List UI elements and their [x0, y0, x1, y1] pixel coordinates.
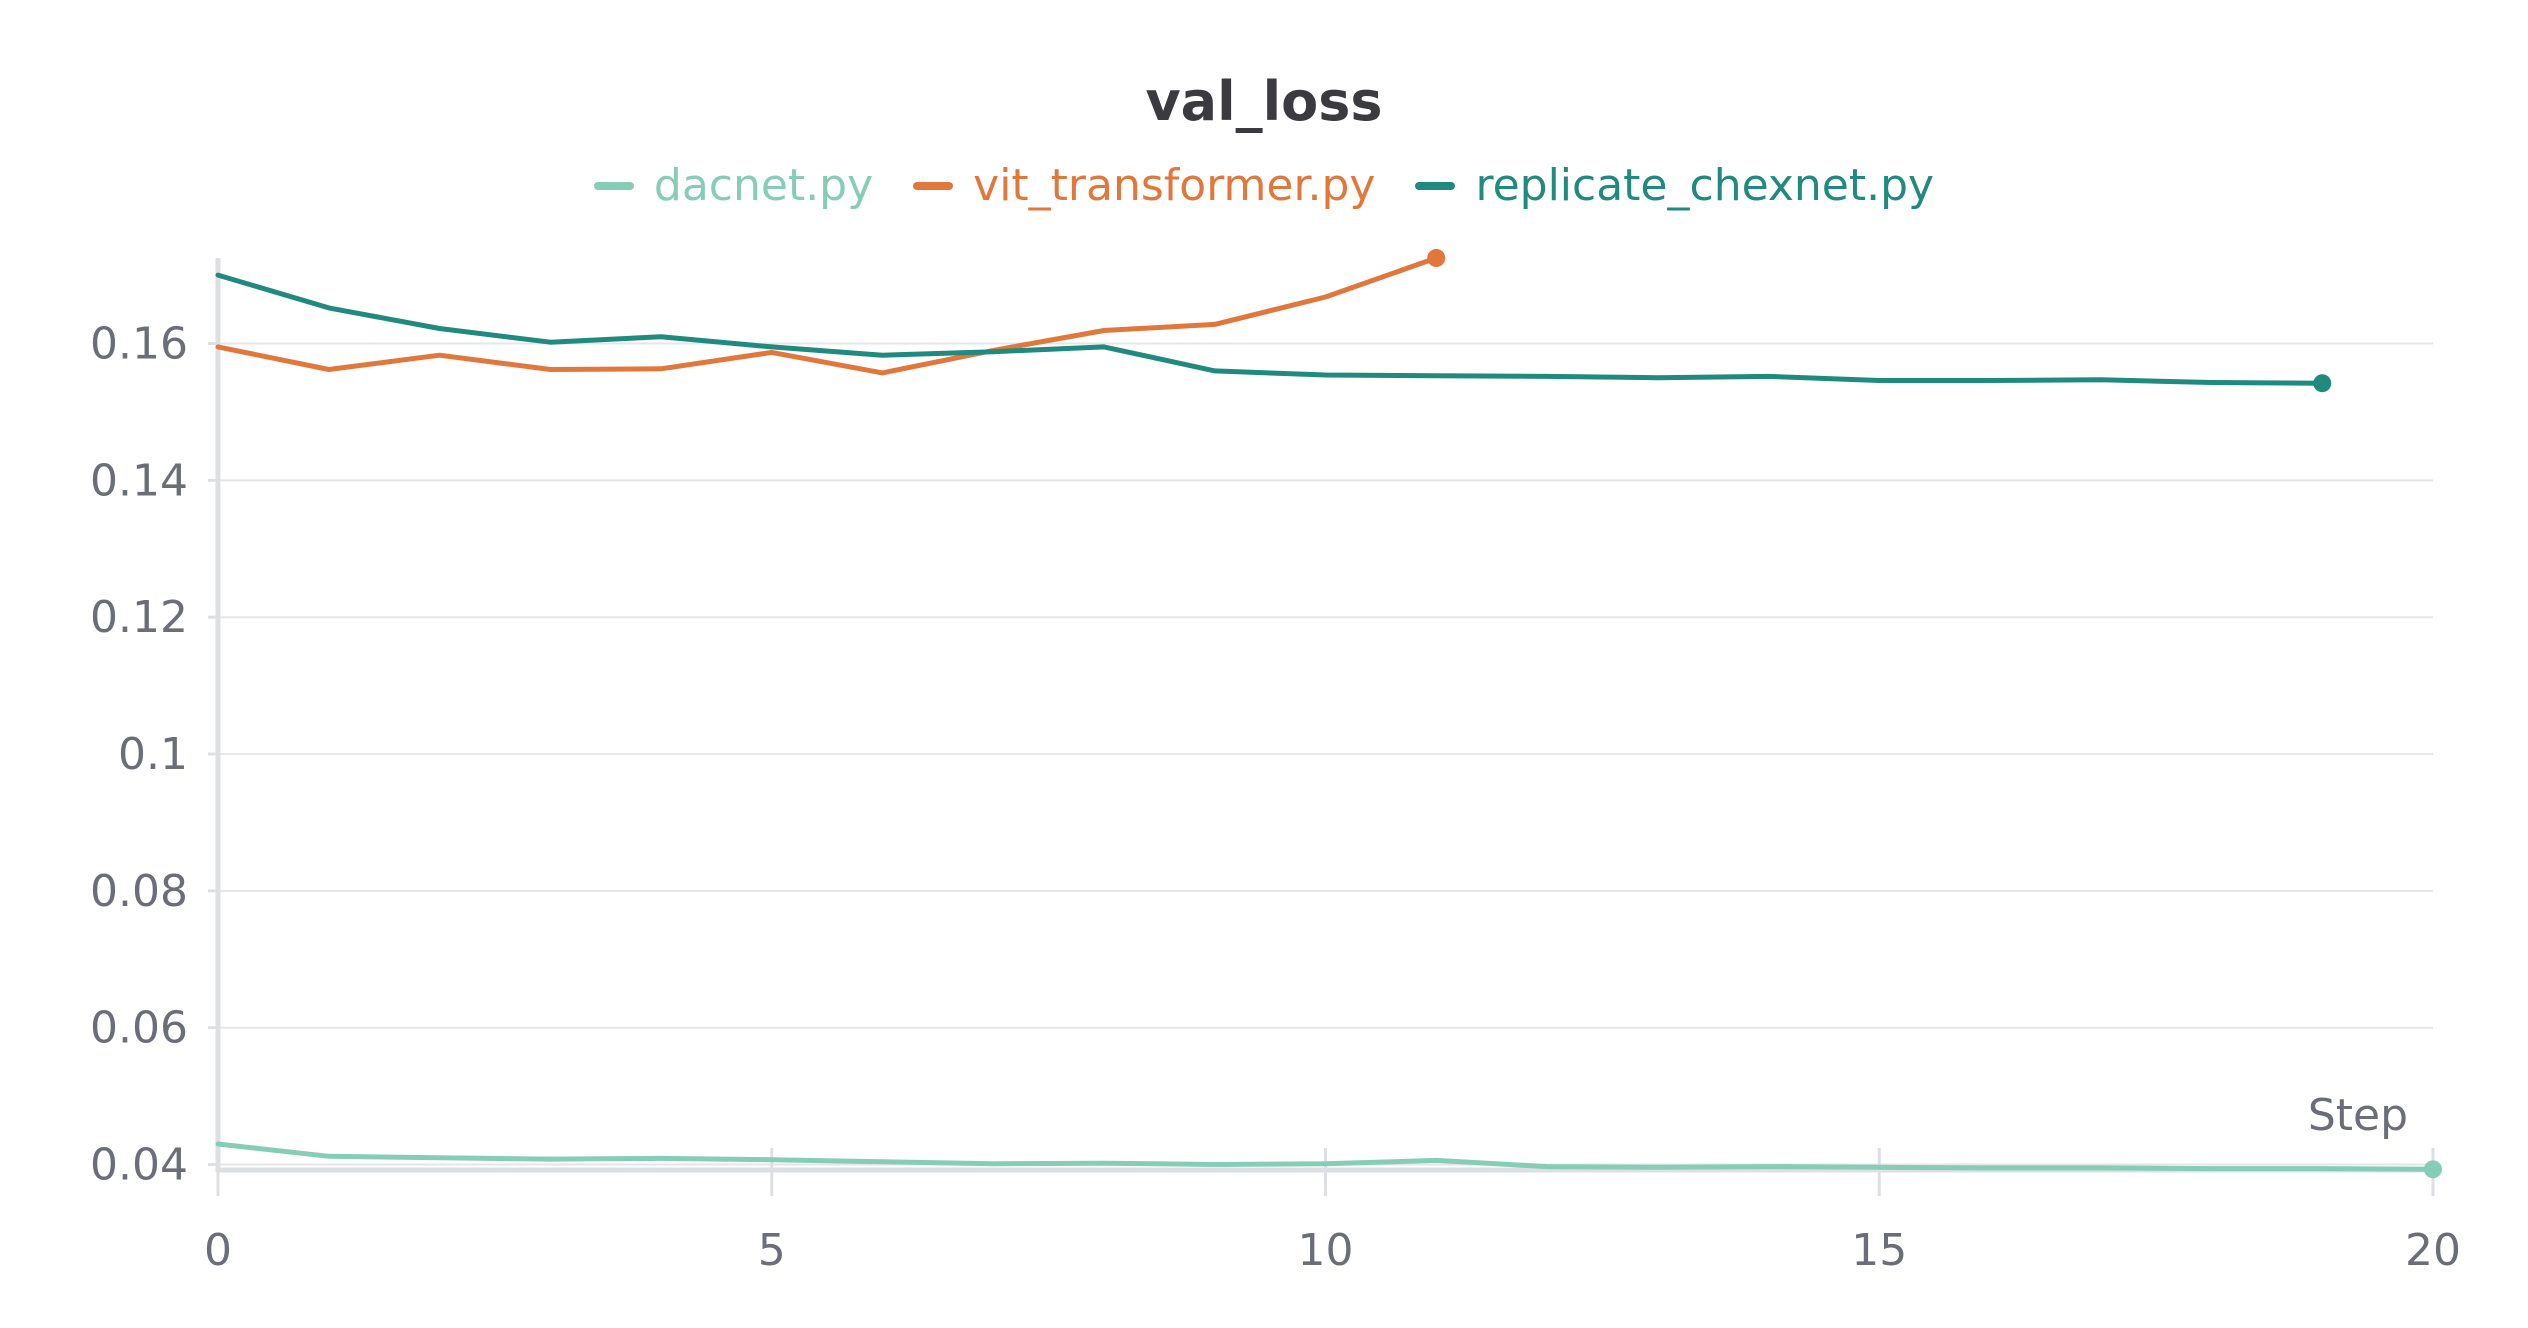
series-line-2	[215, 272, 2325, 386]
x-tick-label: 0	[204, 1225, 232, 1276]
legend-label-dacnet: dacnet.py	[653, 160, 874, 211]
legend-swatch-dacnet	[593, 181, 634, 190]
y-tick-label: 0.16	[90, 319, 188, 370]
x-tick-label: 20	[2405, 1225, 2461, 1276]
tick-labels: 0.04 0.06 0.08 0.1 0.12 0.14 0.16 0 5 10 15 20 Step	[90, 319, 2461, 1276]
grid-lines	[218, 342, 2433, 1166]
x-tick-label: 10	[1298, 1225, 1354, 1276]
legend-swatch-vit-transformer	[913, 181, 954, 190]
y-tick-label: 0.14	[90, 455, 188, 506]
y-tick-label: 0.1	[118, 729, 188, 780]
x-axis-label: Step	[2308, 1090, 2408, 1141]
series-end-point-2	[2313, 374, 2332, 393]
series-line-0	[215, 1141, 2436, 1172]
chart-legend: dacnet.py vit_transformer.py replicate_c…	[0, 160, 2528, 211]
legend-label-vit-transformer: vit_transformer.py	[973, 160, 1376, 211]
chart-title: val_loss	[1145, 70, 1383, 133]
y-tick-label: 0.06	[90, 1003, 188, 1054]
legend-item-dacnet[interactable]: dacnet.py	[593, 160, 874, 211]
axes	[208, 258, 2435, 1196]
y-tick-label: 0.08	[90, 866, 188, 917]
legend-swatch-replicate-chexnet	[1415, 181, 1456, 190]
legend-item-replicate-chexnet[interactable]: replicate_chexnet.py	[1415, 160, 1934, 211]
y-tick-label: 0.12	[90, 592, 188, 643]
series-line-1	[215, 255, 1439, 376]
legend-item-vit-transformer[interactable]: vit_transformer.py	[913, 160, 1375, 211]
y-tick-label: 0.04	[90, 1140, 188, 1191]
x-tick-label: 15	[1851, 1225, 1907, 1276]
series-end-point-0	[2424, 1160, 2442, 1179]
series-lines	[215, 249, 2442, 1179]
x-tick-label: 5	[758, 1225, 786, 1276]
series-end-point-1	[1427, 249, 1446, 267]
legend-label-replicate-chexnet: replicate_chexnet.py	[1475, 160, 1935, 211]
